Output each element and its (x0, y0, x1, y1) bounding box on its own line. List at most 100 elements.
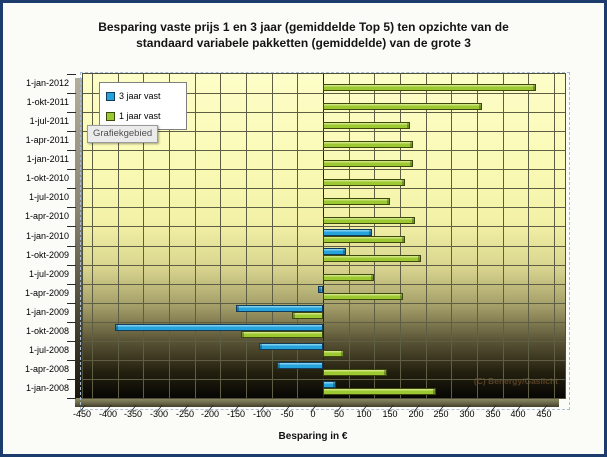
x-axis-label: -450 (72, 409, 91, 419)
y-axis-tick (67, 93, 76, 94)
plot-floor-3d (75, 398, 559, 407)
x-axis-label: 200 (408, 409, 424, 419)
x-axis-label: 100 (356, 409, 372, 419)
plot-area[interactable]: (C) Benergy/Gaslicht (83, 74, 565, 398)
x-axis-label: 50 (333, 409, 344, 419)
value-gridline (169, 74, 170, 398)
bar-1-jaar-vast-1-jul-2008[interactable] (323, 350, 344, 357)
category-gridline (83, 322, 565, 323)
category-gridline (83, 93, 565, 94)
bar-1-jaar-vast-1-jan-2011[interactable] (323, 160, 413, 167)
y-axis-label: 1-jan-2011 (26, 154, 69, 164)
x-axis-label: 0 (310, 409, 316, 419)
bar-3-jaar-vast-1-jul-2008[interactable] (259, 343, 323, 350)
x-axis-label: 300 (459, 409, 475, 419)
y-axis-label: 1-apr-2011 (25, 135, 69, 145)
bar-1-jaar-vast-1-jan-2010[interactable] (323, 236, 405, 243)
bar-1-jaar-vast-1-jan-2009[interactable] (292, 312, 323, 319)
chart-title-line1: Besparing vaste prijs 1 en 3 jaar (gemid… (98, 20, 509, 34)
category-gridline (83, 341, 565, 342)
x-axis-label: -300 (149, 409, 168, 419)
value-gridline (554, 74, 555, 398)
category-gridline (83, 188, 565, 189)
bar-3-jaar-vast-1-apr-2009[interactable] (318, 286, 323, 293)
bar-1-jaar-vast-1-apr-2011[interactable] (323, 141, 413, 148)
plot-area-tooltip: Grafiekgebied (87, 125, 159, 143)
value-gridline (451, 74, 452, 398)
legend-label: 1 jaar vast (119, 111, 161, 121)
bar-1-jaar-vast-1-okt-2011[interactable] (323, 103, 482, 110)
y-axis-tick (67, 284, 76, 285)
bar-3-jaar-vast-1-okt-2008[interactable] (115, 324, 323, 331)
bar-3-jaar-vast-1-okt-2009[interactable] (323, 248, 346, 255)
bar-1-jaar-vast-1-jul-2011[interactable] (323, 122, 410, 129)
y-axis-tick (67, 169, 76, 170)
legend-item-3-jaar-vast[interactable]: 3 jaar vast (106, 91, 180, 101)
y-axis-tick (67, 322, 76, 323)
bar-1-jaar-vast-1-apr-2008[interactable] (323, 369, 387, 376)
y-axis-label: 1-apr-2010 (24, 211, 69, 221)
y-axis-tick (67, 246, 76, 247)
y-axis-label: 1-jul-2008 (28, 345, 69, 355)
x-axis-label: -100 (252, 409, 271, 419)
y-axis-tick (67, 188, 76, 189)
category-gridline (83, 246, 565, 247)
value-gridline (143, 74, 144, 398)
bar-1-jaar-vast-1-apr-2010[interactable] (323, 217, 415, 224)
bar-1-jaar-vast-1-jan-2008[interactable] (323, 388, 436, 395)
bar-1-jaar-vast-1-jul-2010[interactable] (323, 198, 390, 205)
y-axis-tick (67, 131, 76, 132)
category-gridline (83, 226, 565, 227)
watermark-text: (C) Benergy/Gaslicht (473, 376, 558, 386)
bar-3-jaar-vast-1-jan-2010[interactable] (323, 229, 372, 236)
plot-sidewall-3d (75, 78, 83, 406)
y-axis-tick (67, 112, 76, 113)
legend-item-1-jaar-vast[interactable]: 1 jaar vast (106, 111, 180, 121)
y-axis-label: 1-jan-2012 (25, 78, 69, 88)
legend[interactable]: 3 jaar vast 1 jaar vast (99, 82, 187, 130)
bar-3-jaar-vast-1-apr-2008[interactable] (277, 362, 323, 369)
x-axis-label: 400 (510, 409, 526, 419)
x-axis-label: -50 (280, 409, 294, 419)
y-axis-tick (67, 398, 76, 399)
y-axis-label: 1-okt-2009 (25, 250, 69, 260)
y-axis-label: 1-jan-2008 (25, 383, 69, 393)
y-axis-tick (67, 379, 76, 380)
x-axis-label: -200 (200, 409, 219, 419)
x-axis-label: -350 (123, 409, 142, 419)
bar-1-jaar-vast-1-okt-2008[interactable] (241, 331, 323, 338)
category-gridline (83, 207, 565, 208)
value-gridline (272, 74, 273, 398)
bar-1-jaar-vast-1-apr-2009[interactable] (323, 293, 403, 300)
value-gridline (92, 74, 93, 398)
y-axis-tick (67, 265, 76, 266)
bar-1-jaar-vast-1-okt-2009[interactable] (323, 255, 421, 262)
y-axis-tick (67, 226, 76, 227)
y-axis-tick (67, 207, 76, 208)
category-gridline (83, 379, 565, 380)
category-gridline (83, 360, 565, 361)
y-axis-label: 1-apr-2009 (24, 288, 69, 298)
x-axis-label: 350 (485, 409, 501, 419)
x-axis-label: -400 (98, 409, 117, 419)
x-axis-label: -250 (175, 409, 194, 419)
value-gridline (297, 74, 298, 398)
value-gridline (426, 74, 427, 398)
y-axis-label: 1-jul-2009 (28, 269, 69, 279)
chart-title-line2: standaard variabele pakketten (gemiddeld… (136, 36, 471, 51)
category-gridline (83, 303, 565, 304)
value-gridline (246, 74, 247, 398)
legend-swatch-icon (106, 111, 115, 121)
value-gridline (477, 74, 478, 398)
bar-1-jaar-vast-1-okt-2010[interactable] (323, 179, 405, 186)
y-axis-label: 1-jul-2011 (29, 116, 69, 126)
bar-3-jaar-vast-1-jan-2009[interactable] (236, 305, 323, 312)
bar-1-jaar-vast-1-jul-2009[interactable] (323, 274, 374, 281)
category-gridline (83, 169, 565, 170)
y-axis-label: 1-apr-2008 (24, 364, 69, 374)
y-axis-tick (67, 341, 76, 342)
bar-3-jaar-vast-1-jan-2008[interactable] (323, 381, 336, 388)
bar-1-jaar-vast-1-jan-2012[interactable] (323, 84, 536, 91)
category-gridline (83, 265, 565, 266)
value-gridline (118, 74, 119, 398)
